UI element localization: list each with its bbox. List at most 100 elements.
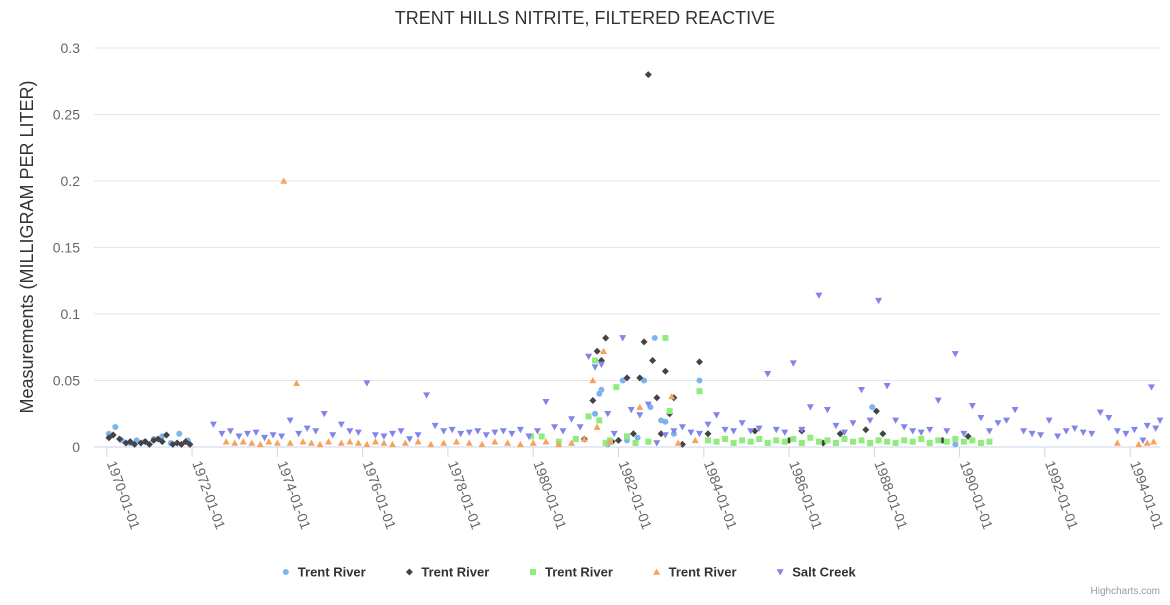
data-point [790,436,797,443]
data-point [589,377,597,384]
data-point [1020,428,1028,435]
legend-label[interactable]: Trent River [669,565,737,580]
data-point [858,437,865,444]
data-point [640,338,648,346]
data-point [1113,439,1121,446]
data-point [525,433,533,440]
data-point [559,428,567,435]
data-point [1062,428,1070,435]
data-point [316,440,324,448]
legend-item[interactable]: Trent River [282,565,366,580]
data-point [789,360,797,367]
data-point [1150,438,1158,445]
data-point [440,428,448,435]
data-point [670,428,678,435]
data-point [1096,409,1104,416]
data-point [862,426,870,434]
data-point [604,410,612,418]
data-point [666,408,673,415]
data-point [131,440,139,448]
data-point [542,438,550,445]
data-point [401,439,409,446]
data-point [918,436,925,443]
data-point [222,438,230,445]
data-point [414,438,422,445]
data-point [431,422,439,430]
data-point [593,347,601,355]
y-tick-label: 0.1 [61,306,81,322]
data-point [678,440,686,448]
data-point [704,430,712,438]
data-point [337,439,345,446]
data-point [951,351,959,358]
data-point [593,423,601,430]
data-point [869,404,876,411]
data-point [824,437,831,444]
legend-label[interactable]: Trent River [298,565,366,580]
data-point [286,417,294,424]
data-point [909,428,917,435]
credits-link[interactable]: Highcharts.com [1091,586,1160,597]
data-point [585,353,593,361]
y-tick-label: 0.05 [53,373,80,389]
y-tick-label: 0.2 [61,173,81,189]
data-point [346,438,354,445]
data-point [295,430,303,438]
data-point [465,439,473,446]
data-point [1130,426,1138,434]
y-axis-ticks: 0 0.05 0.1 0.15 0.2 0.25 0.3 [53,40,80,455]
legend-item[interactable]: Salt Creek [776,565,857,580]
data-point [1143,439,1151,446]
data-point [1147,384,1155,391]
data-point [256,440,264,448]
data-point [533,428,541,435]
data-point [875,437,882,444]
legend-label[interactable]: Trent River [421,565,489,580]
data-point [1037,432,1045,439]
data-point [602,334,610,342]
data-point [597,361,605,369]
data-point [186,440,194,448]
data-point [235,433,243,440]
data-point [730,440,737,447]
data-point [662,418,669,425]
data-point [960,430,968,438]
data-point [278,433,286,440]
data-point [798,426,806,434]
data-point [273,439,281,446]
legend-item[interactable]: Trent River [405,565,489,580]
data-point [371,438,379,445]
data-point [371,432,379,439]
legend-symbol [282,569,289,575]
data-point [627,406,635,414]
data-point [687,429,695,436]
data-point [892,417,900,424]
legend-label[interactable]: Salt Creek [792,565,856,580]
data-point [1088,430,1096,438]
data-point [644,71,652,79]
data-point [1011,406,1019,414]
data-point [231,439,239,446]
data-point [823,406,831,414]
data-point [176,430,183,437]
data-point [695,358,703,366]
data-point [668,392,676,400]
data-point [116,435,124,443]
legend-item[interactable]: Trent River [653,565,737,580]
data-point [265,438,273,445]
legend-item[interactable]: Trent River [530,565,613,580]
legend[interactable]: Trent River Trent River Trent River Trent R… [282,565,857,580]
data-point [661,432,669,439]
data-point [636,403,644,410]
data-point [696,377,703,384]
chart-title: TRENT HILLS NITRITE, FILTERED REACTIVE [395,8,775,28]
data-point [261,434,269,442]
legend-label[interactable]: Trent River [545,565,613,580]
data-point [474,428,482,435]
data-point [337,421,345,428]
data-point [606,438,614,445]
data-point [491,429,499,436]
data-point [840,429,848,436]
data-point [755,425,763,432]
